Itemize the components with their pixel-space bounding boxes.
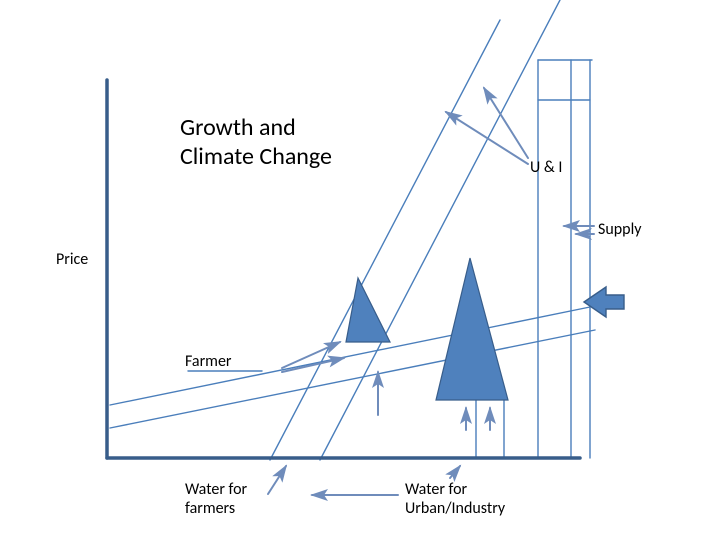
water-urban-label: Water for Urban/Industry bbox=[405, 480, 505, 518]
chart-svg bbox=[0, 0, 720, 540]
farmer-label: Farmer bbox=[185, 352, 231, 371]
chart-shapes bbox=[346, 258, 508, 400]
supply-label: Supply bbox=[598, 220, 641, 239]
chart-axes bbox=[107, 80, 580, 458]
price-label: Price bbox=[56, 250, 88, 269]
chart-lines bbox=[110, 0, 595, 460]
chart-stage: Growth and Climate Change U & I Supply P… bbox=[0, 0, 720, 540]
ui-label: U & I bbox=[530, 158, 562, 177]
title-label: Growth and Climate Change bbox=[180, 114, 332, 172]
water-farmers-label: Water for farmers bbox=[185, 480, 247, 518]
